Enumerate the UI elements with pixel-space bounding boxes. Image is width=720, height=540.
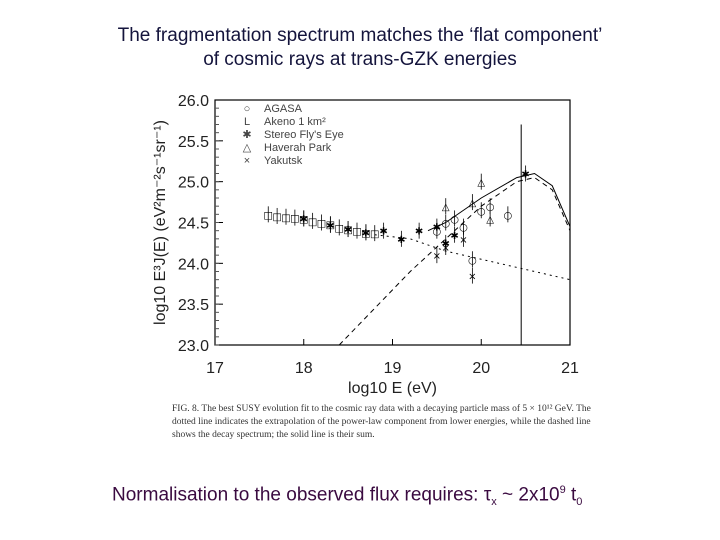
exponent: 9 (559, 484, 566, 496)
data-point: ✱ (415, 227, 423, 238)
figure-caption: FIG. 8. The best SUSY evolution fit to t… (172, 404, 591, 440)
x-tick-label: 17 (206, 360, 224, 377)
legend-label: Yakutsk (264, 155, 303, 167)
data-point: ○ (441, 219, 450, 230)
data-point: □ (370, 229, 379, 240)
y-tick-label: 25.0 (178, 175, 209, 192)
data-point: ✱ (300, 214, 308, 225)
data-point: ○ (459, 223, 468, 234)
data-point: □ (317, 219, 326, 230)
normalisation-statement: Normalisation to the observed flux requi… (112, 484, 582, 508)
data-point: □ (264, 210, 273, 221)
legend-marker-icon: L (244, 116, 250, 128)
legend-marker-icon: ✱ (242, 129, 251, 141)
x-tick-label: 20 (472, 360, 490, 377)
data-point: ✱ (362, 228, 370, 239)
data-point: ○ (504, 210, 513, 221)
data-point: ○ (486, 202, 495, 213)
data-point: □ (272, 212, 281, 223)
statement-mid: ~ 2x10 (496, 484, 560, 506)
data-point: ✱ (379, 227, 387, 238)
y-tick-label: 24.5 (178, 216, 209, 233)
y-tick-label: 24.0 (178, 256, 209, 273)
model-curve (338, 177, 571, 346)
data-point: □ (335, 223, 344, 234)
t-subscript: 0 (576, 496, 583, 509)
model-curve (374, 234, 571, 281)
tau-subscript: x (491, 496, 497, 509)
data-point: ✱ (326, 221, 334, 232)
legend-marker-icon: ○ (244, 103, 251, 115)
x-tick-label: 18 (295, 360, 313, 377)
data-point: △ (442, 202, 450, 213)
data-point: △ (469, 198, 477, 209)
data-point: × (442, 243, 450, 254)
data-point: □ (290, 214, 299, 225)
data-point: ✱ (521, 170, 529, 181)
data-point: × (468, 272, 476, 283)
data-point: ✱ (397, 235, 405, 246)
y-axis-label: log10 E³J(E) (eV²m⁻²s⁻¹sr⁻¹) (152, 120, 169, 325)
y-tick-label: 26.0 (178, 93, 209, 110)
legend-label: Haverah Park (264, 142, 332, 154)
data-point: □ (308, 217, 317, 228)
data-point: × (459, 235, 467, 246)
data-point: □ (352, 227, 361, 238)
x-axis-label: log10 E (eV) (348, 380, 437, 397)
y-tick-label: 23.5 (178, 297, 209, 314)
statement-text: Normalisation to the observed flux requi… (112, 484, 492, 506)
data-point: ○ (468, 255, 477, 266)
data-point: ○ (450, 214, 459, 225)
legend-label: Akeno 1 km² (264, 116, 326, 128)
legend-label: AGASA (264, 103, 303, 115)
data-point: □ (281, 213, 290, 224)
title-line-2: of cosmic rays at trans-GZK energies (203, 49, 517, 70)
legend-marker-icon: △ (243, 142, 252, 154)
statement-t: t (565, 484, 577, 506)
x-tick-label: 21 (561, 360, 579, 377)
data-point: ○ (477, 206, 486, 217)
legend-label: Stereo Fly's Eye (264, 129, 344, 141)
data-point: ✱ (450, 231, 458, 242)
data-point: △ (486, 214, 494, 225)
data-point: △ (477, 178, 485, 189)
data-point: ○ (433, 227, 442, 238)
x-tick-label: 19 (384, 360, 402, 377)
y-tick-label: 23.0 (178, 338, 209, 355)
data-point: ✱ (344, 225, 352, 236)
data-point: × (433, 251, 441, 262)
title-line-1: The fragmentation spectrum matches the ‘… (117, 25, 603, 46)
y-tick-label: 25.5 (178, 134, 209, 151)
legend-marker-icon: × (244, 155, 250, 167)
